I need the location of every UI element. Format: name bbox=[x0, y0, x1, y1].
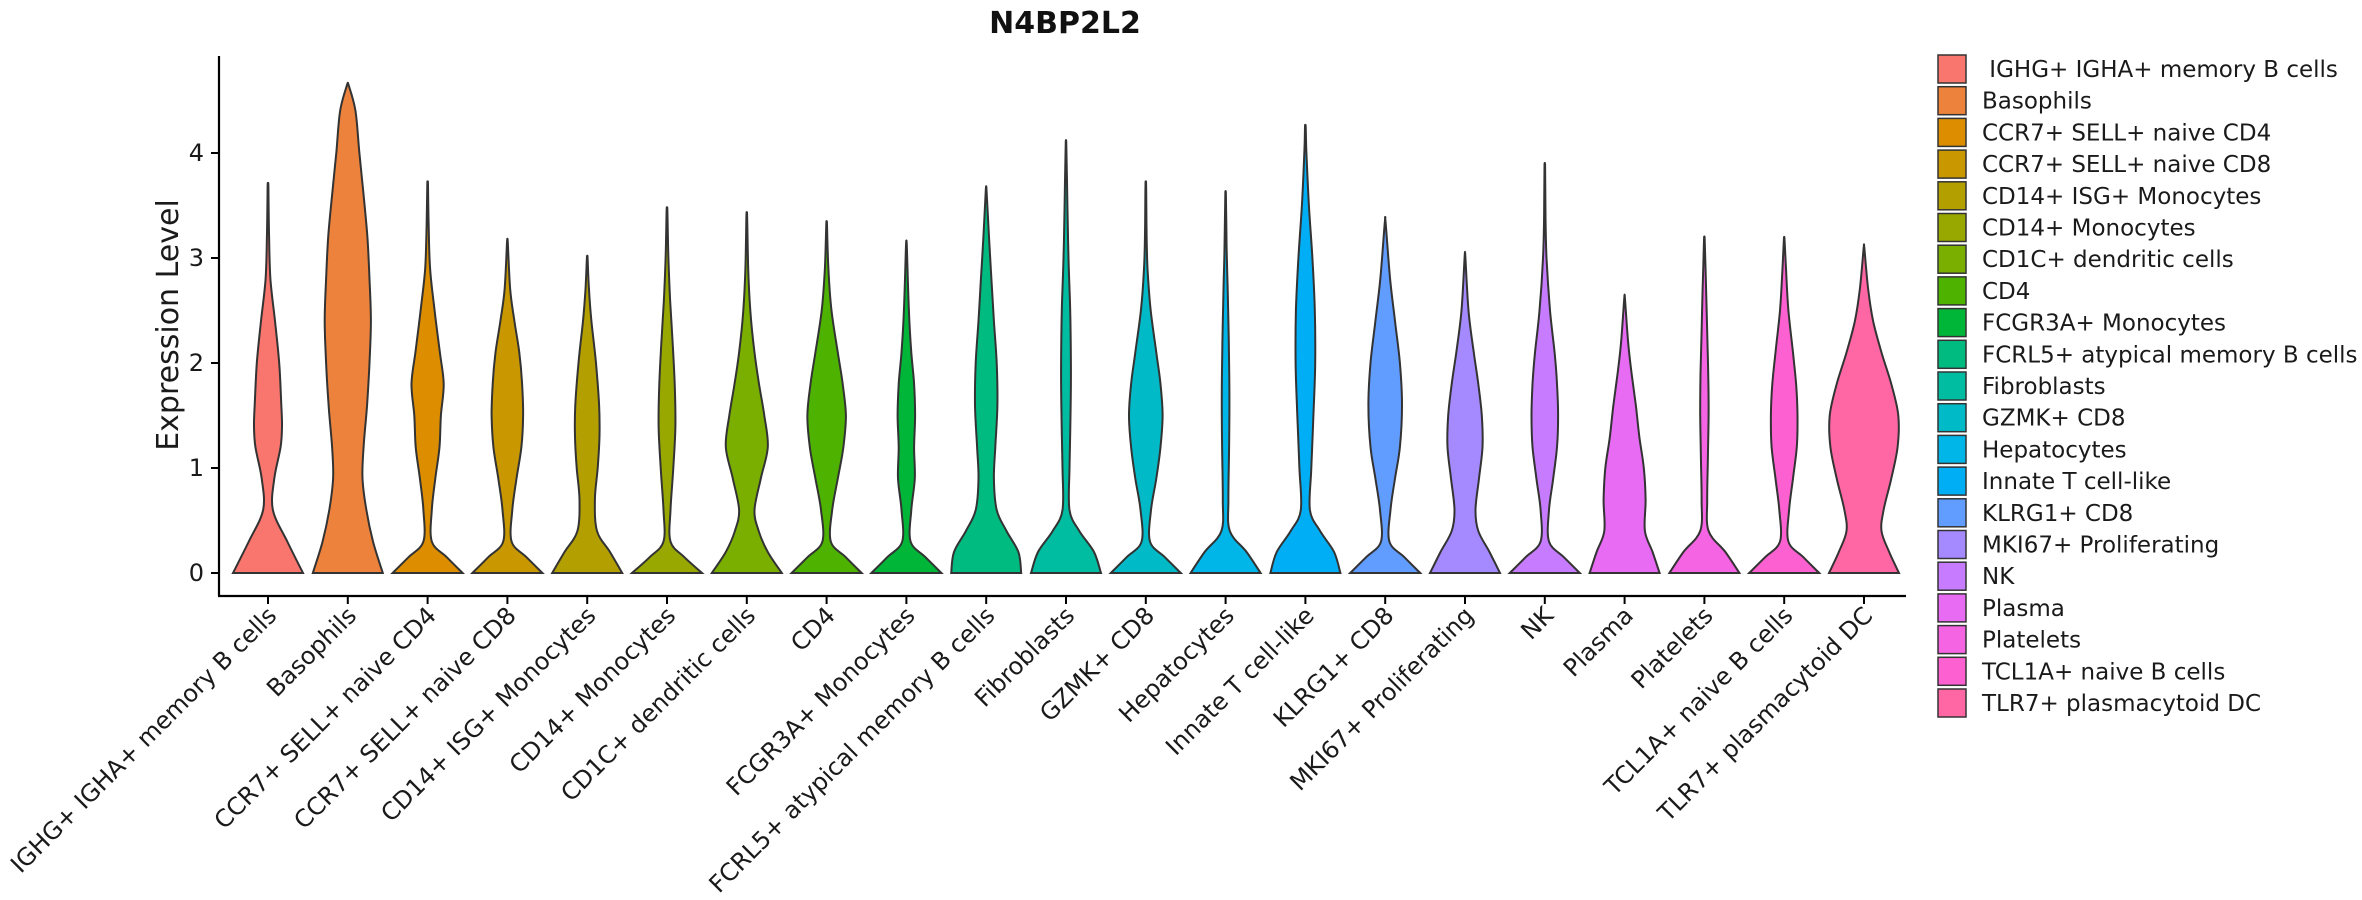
x-tick-label: NK bbox=[1515, 601, 1560, 646]
legend-label: Innate T cell-like bbox=[1982, 469, 2171, 495]
violin-4 bbox=[469, 237, 545, 574]
violin-8 bbox=[789, 220, 865, 574]
violin-21 bbox=[1827, 243, 1901, 574]
legend-label: FCGR3A+ Monocytes bbox=[1982, 311, 2226, 337]
x-tick-label: Plasma bbox=[1558, 601, 1639, 682]
legend-key bbox=[1937, 181, 1967, 211]
violin-7 bbox=[709, 211, 784, 574]
legend-key bbox=[1937, 466, 1967, 496]
legend-key bbox=[1937, 498, 1967, 528]
legend-key bbox=[1937, 624, 1967, 655]
x-tick-label: CD4 bbox=[785, 601, 841, 657]
legend-key bbox=[1937, 434, 1967, 465]
legend-label: GZMK+ CD8 bbox=[1982, 406, 2126, 432]
x-tick-label: FCRL5+ atypical memory B cells bbox=[704, 601, 1001, 898]
y-tick-label: 0 bbox=[189, 559, 204, 587]
violin-20 bbox=[1746, 235, 1822, 574]
legend-key bbox=[1937, 339, 1967, 370]
legend-key bbox=[1937, 561, 1967, 591]
legend-label: KLRG1+ CD8 bbox=[1982, 501, 2133, 527]
violin-5 bbox=[550, 254, 624, 574]
violin-9 bbox=[868, 239, 944, 574]
violin-16 bbox=[1428, 250, 1502, 574]
legend-label: Fibroblasts bbox=[1982, 374, 2106, 400]
legend-label: Plasma bbox=[1982, 596, 2065, 622]
y-tick-label: 1 bbox=[189, 454, 204, 482]
legend-label: FCRL5+ atypical memory B cells bbox=[1982, 342, 2358, 368]
legend-label: NK bbox=[1982, 564, 2015, 590]
legend-key bbox=[1937, 688, 1967, 718]
y-axis-ticks: 0 1 2 3 4 bbox=[189, 139, 219, 587]
legend-key bbox=[1937, 656, 1967, 687]
violin-15 bbox=[1347, 216, 1423, 574]
chart-title: N4BP2L2 bbox=[989, 6, 1141, 41]
violin-1 bbox=[231, 181, 305, 574]
x-tick-label: IGHG+ IGHA+ memory B cells bbox=[5, 601, 282, 878]
violin-11 bbox=[1029, 139, 1103, 574]
legend-key bbox=[1937, 54, 1967, 84]
legend-key bbox=[1937, 402, 1967, 433]
y-tick-label: 4 bbox=[189, 139, 204, 167]
y-tick-label: 3 bbox=[189, 244, 204, 272]
legend-label: MKI67+ Proliferating bbox=[1982, 533, 2219, 559]
legend-label: CD14+ ISG+ Monocytes bbox=[1982, 184, 2261, 210]
legend-key bbox=[1937, 307, 1967, 338]
violin-18 bbox=[1588, 293, 1661, 574]
legend-label: CD1C+ dendritic cells bbox=[1982, 247, 2234, 273]
legend-key bbox=[1937, 276, 1967, 306]
legend-label: CD14+ Monocytes bbox=[1982, 216, 2196, 242]
violin-13 bbox=[1188, 190, 1263, 574]
legend-label: IGHG+ IGHA+ memory B cells bbox=[1982, 57, 2338, 83]
violin-10 bbox=[950, 185, 1023, 574]
violin-6 bbox=[629, 206, 705, 574]
x-axis-ticks: IGHG+ IGHA+ memory B cellsBasophilsCCR7+… bbox=[5, 596, 1878, 898]
legend-label: CD4 bbox=[1982, 279, 2030, 305]
violin-3 bbox=[390, 180, 466, 574]
legend-label: TLR7+ plasmacytoid DC bbox=[1981, 691, 2261, 717]
violin-17 bbox=[1507, 161, 1583, 574]
legend-key bbox=[1937, 117, 1967, 148]
y-tick-label: 2 bbox=[189, 349, 204, 377]
legend-key bbox=[1937, 529, 1967, 560]
legend-key bbox=[1937, 593, 1967, 623]
violin-2 bbox=[311, 81, 385, 574]
legend-key bbox=[1937, 149, 1967, 179]
y-axis-title: Expression Level bbox=[151, 199, 186, 451]
legend-label: CCR7+ SELL+ naive CD4 bbox=[1982, 120, 2271, 146]
legend-label: Basophils bbox=[1982, 89, 2092, 115]
legend-label: TCL1A+ naive B cells bbox=[1981, 659, 2225, 685]
violin-12 bbox=[1108, 180, 1184, 574]
violin-layer bbox=[231, 81, 1901, 574]
x-tick-label: Innate T cell-like bbox=[1160, 601, 1319, 760]
legend-label: Hepatocytes bbox=[1982, 437, 2127, 463]
legend-key bbox=[1937, 244, 1967, 274]
legend-label: Platelets bbox=[1982, 628, 2081, 654]
legend-key bbox=[1937, 212, 1967, 243]
legend-key bbox=[1937, 371, 1967, 401]
legend: IGHG+ IGHA+ memory B cells Basophils CCR7+… bbox=[1937, 54, 2358, 718]
violin-14 bbox=[1269, 123, 1342, 574]
legend-key bbox=[1937, 85, 1967, 116]
legend-label: CCR7+ SELL+ naive CD8 bbox=[1982, 152, 2271, 178]
violin-19 bbox=[1667, 235, 1742, 574]
